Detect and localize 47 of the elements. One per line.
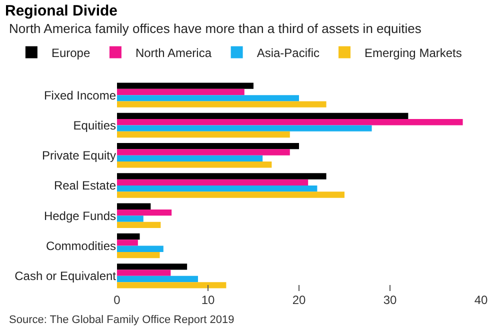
bar — [117, 149, 290, 156]
y-tick-label: Private Equity — [42, 148, 116, 163]
x-tick-label: 40 — [474, 293, 488, 307]
legend-label: Emerging Markets — [364, 46, 462, 60]
bar — [117, 233, 140, 240]
bar — [117, 216, 144, 222]
bar — [117, 101, 326, 108]
x-tick-label: 20 — [292, 293, 306, 307]
bar — [117, 203, 151, 210]
bar — [117, 119, 463, 126]
bar — [117, 179, 308, 186]
bar — [117, 246, 164, 252]
legend-label: North America — [135, 46, 212, 60]
bar — [117, 209, 172, 216]
bar — [117, 112, 408, 120]
bar — [117, 252, 160, 258]
chart-subtitle: North America family offices have more than a third of assets in equities — [9, 21, 422, 36]
bar — [117, 131, 290, 138]
y-tick-label: Cash or Equivalent — [14, 269, 117, 284]
bar — [117, 186, 318, 192]
y-tick-label: Commodities — [46, 238, 116, 253]
chart-title: Regional Divide — [5, 2, 118, 20]
bar — [117, 222, 161, 228]
bar — [117, 270, 171, 276]
bar — [117, 162, 272, 168]
bar — [117, 143, 299, 150]
bar — [117, 282, 226, 288]
y-tick-label: Fixed Income — [44, 88, 116, 102]
bar — [117, 264, 188, 270]
bar — [117, 173, 326, 180]
y-tick-label: Hedge Funds — [44, 208, 116, 223]
bar — [117, 276, 198, 282]
x-tick-label: 10 — [201, 293, 215, 307]
bar — [117, 88, 244, 96]
legend-label: Europe — [51, 46, 90, 60]
bar — [117, 155, 263, 162]
x-tick-label: 30 — [383, 293, 397, 307]
y-tick-label: Equities — [73, 118, 116, 132]
bar — [117, 240, 138, 246]
y-tick-label: Real Estate — [54, 178, 116, 193]
bar — [117, 82, 254, 89]
source-note: Source: The Global Family Office Report 2019 — [9, 314, 234, 326]
x-tick-label: 0 — [114, 293, 121, 307]
bar — [117, 125, 372, 132]
bar — [117, 192, 344, 198]
legend-label: Asia-Pacific — [256, 46, 320, 60]
bar — [117, 95, 299, 102]
